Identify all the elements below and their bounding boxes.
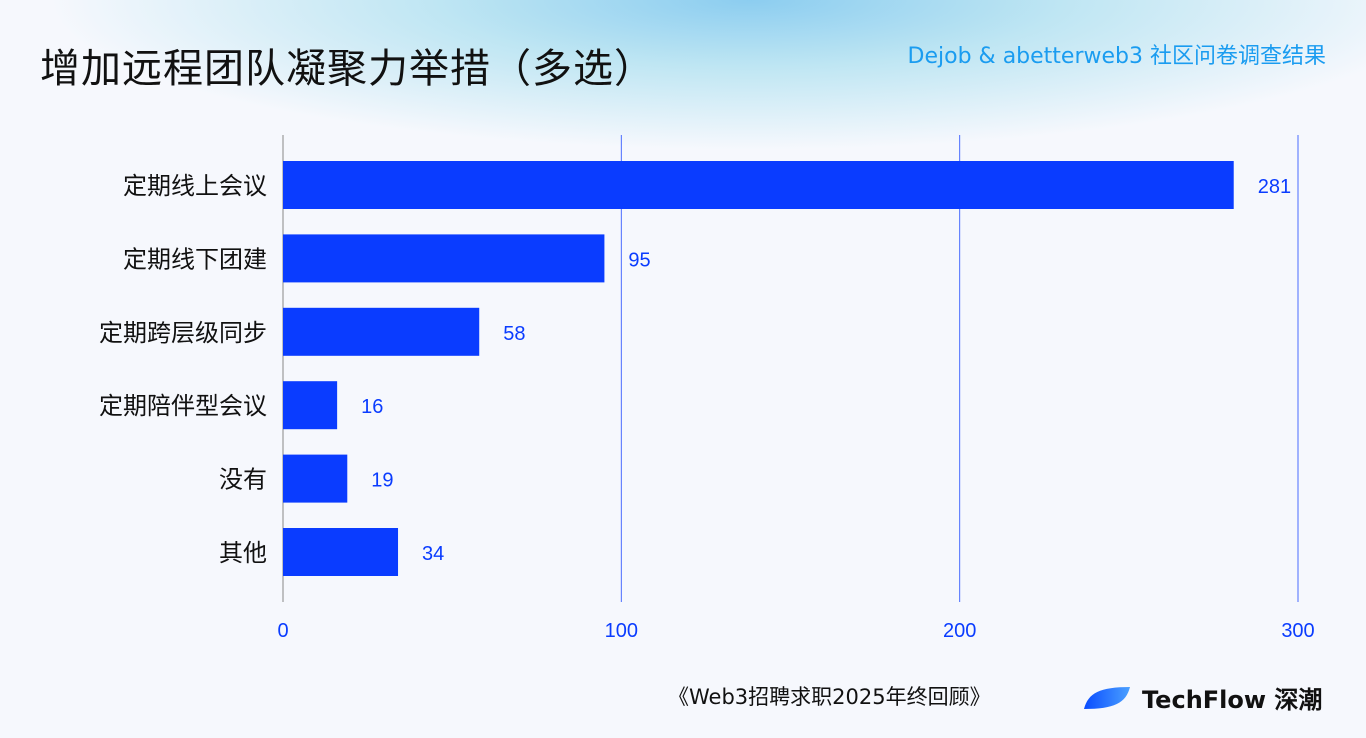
header-gradient bbox=[0, 0, 1366, 160]
bar bbox=[283, 307, 480, 356]
category-label: 定期陪伴型会议 bbox=[99, 392, 267, 420]
report-title: 《Web3招聘求职2025年终回顾》 bbox=[668, 685, 991, 709]
category-label: 定期线下团建 bbox=[123, 245, 267, 273]
value-label: 95 bbox=[628, 249, 650, 271]
value-label: 19 bbox=[371, 470, 393, 492]
value-label: 16 bbox=[361, 396, 383, 418]
value-label: 58 bbox=[503, 323, 525, 345]
value-label: 281 bbox=[1258, 176, 1291, 198]
value-label: 34 bbox=[422, 543, 444, 565]
category-label: 没有 bbox=[219, 466, 267, 494]
leaf-logo-icon bbox=[1084, 686, 1130, 709]
x-tick-label: 200 bbox=[943, 620, 976, 642]
x-tick-label: 0 bbox=[277, 620, 288, 642]
category-label: 定期跨层级同步 bbox=[99, 319, 267, 347]
bar bbox=[283, 528, 399, 576]
brand-name: TechFlow 深潮 bbox=[1142, 686, 1323, 714]
category-label: 其他 bbox=[219, 539, 267, 567]
x-tick-label: 100 bbox=[605, 620, 638, 642]
bar bbox=[283, 454, 348, 503]
page-title: 增加远程团队凝聚力举措（多选） bbox=[40, 46, 655, 92]
bar bbox=[283, 381, 338, 430]
source-note: Dejob & abetterweb3 社区问卷调查结果 bbox=[907, 44, 1326, 69]
techflow-logo: TechFlow 深潮 bbox=[1082, 680, 1322, 715]
x-tick-label: 300 bbox=[1281, 620, 1314, 642]
category-label: 定期线上会议 bbox=[123, 172, 267, 200]
bar bbox=[283, 161, 1234, 209]
bar bbox=[283, 234, 605, 283]
